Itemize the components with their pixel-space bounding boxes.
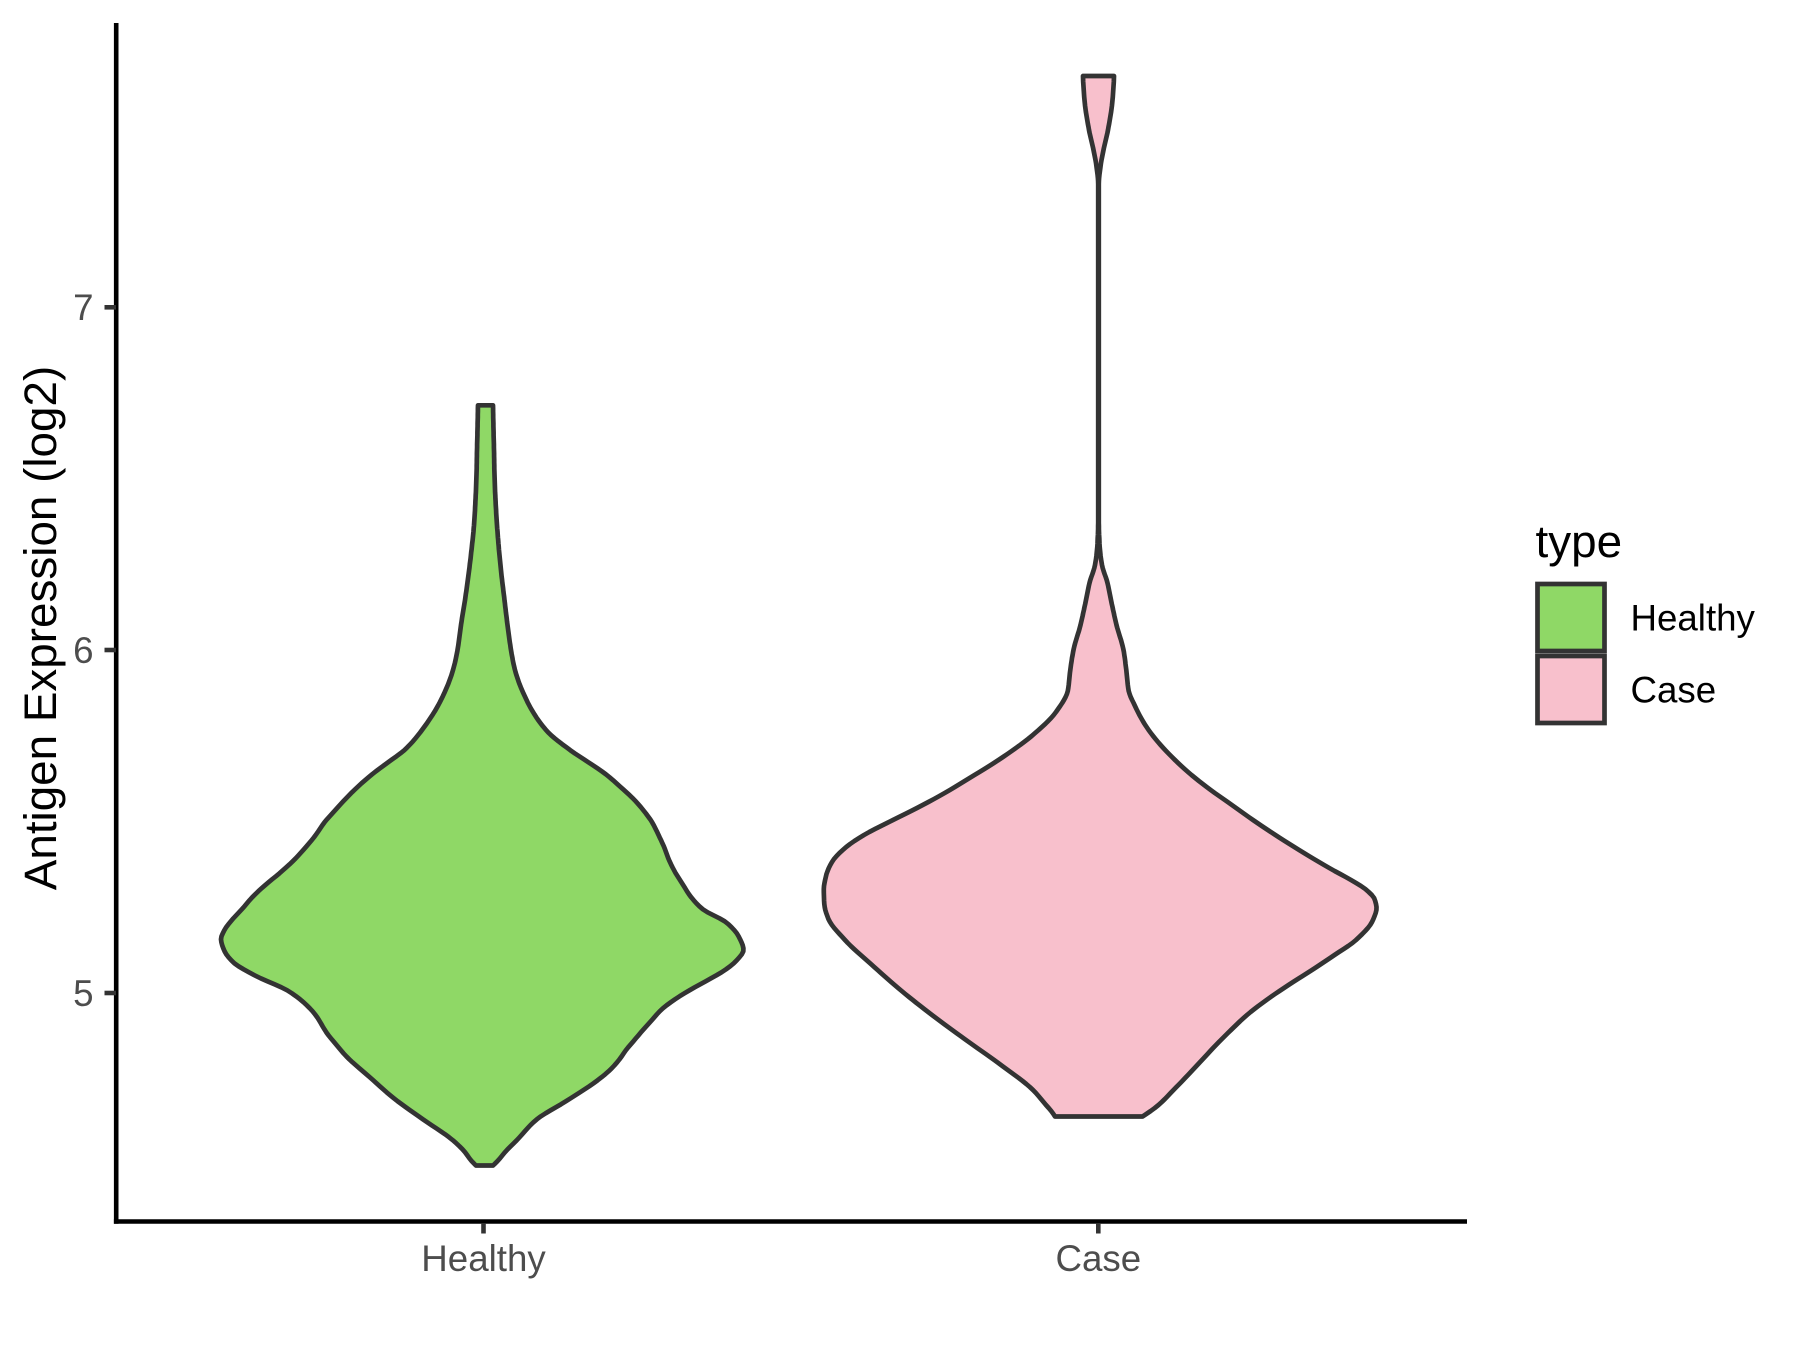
- svg-text:6: 6: [73, 630, 93, 671]
- svg-text:Healthy: Healthy: [421, 1238, 546, 1279]
- svg-text:5: 5: [73, 973, 93, 1014]
- svg-text:Case: Case: [1631, 670, 1717, 711]
- svg-text:type: type: [1536, 516, 1623, 567]
- svg-text:Healthy: Healthy: [1631, 598, 1756, 639]
- svg-text:Antigen Expression (log2): Antigen Expression (log2): [15, 366, 66, 890]
- svg-text:7: 7: [73, 287, 93, 328]
- svg-text:Case: Case: [1055, 1238, 1141, 1279]
